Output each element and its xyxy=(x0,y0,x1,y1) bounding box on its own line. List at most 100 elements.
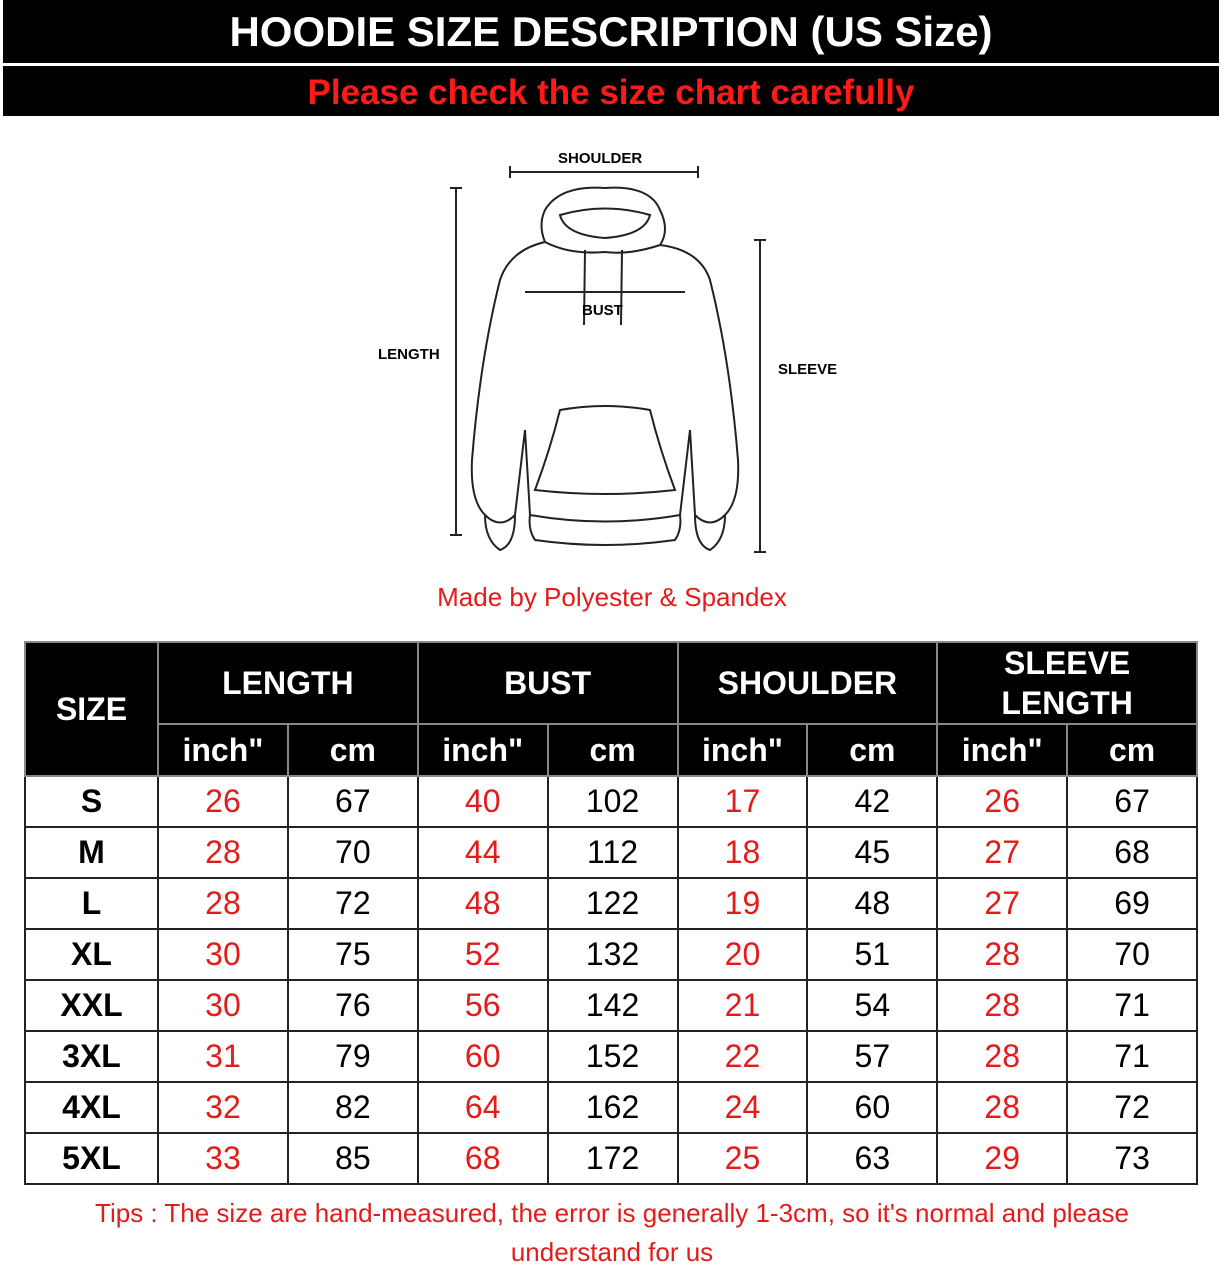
inch-cell: 26 xyxy=(936,775,1069,828)
inch-cell: 22 xyxy=(676,1030,809,1083)
cm-cell: 54 xyxy=(806,979,939,1032)
cm-cell: 67 xyxy=(286,775,419,828)
cm-cell: 102 xyxy=(546,775,679,828)
inch-cell: 28 xyxy=(936,979,1069,1032)
inch-cell: 31 xyxy=(157,1030,289,1083)
inch-cell: 19 xyxy=(676,877,809,930)
table-row: XXL 30 76 56 142 21 54 28 71 xyxy=(24,979,1198,1032)
inch-cell: 20 xyxy=(676,928,809,981)
inch-cell: 27 xyxy=(936,877,1069,930)
cm-cell: 63 xyxy=(806,1132,939,1185)
table-row: S 26 67 40 102 17 42 26 67 xyxy=(24,775,1198,828)
size-header: SIZE xyxy=(24,641,159,777)
unit-header-cm: cm xyxy=(806,723,939,777)
inch-cell: 18 xyxy=(676,826,809,879)
unit-header-cm: cm xyxy=(1066,723,1198,777)
cm-cell: 112 xyxy=(546,826,679,879)
cm-cell: 60 xyxy=(806,1081,939,1134)
hoodie-diagram: SHOULDER BUST LENGTH SLEEVE xyxy=(360,130,880,570)
inch-cell: 68 xyxy=(416,1132,549,1185)
cm-cell: 132 xyxy=(546,928,679,981)
unit-header-cm: cm xyxy=(286,723,419,777)
cm-cell: 75 xyxy=(286,928,419,981)
size-cell: L xyxy=(24,877,159,930)
cm-cell: 71 xyxy=(1066,1030,1198,1083)
inch-cell: 28 xyxy=(936,928,1069,981)
shoulder-label: SHOULDER xyxy=(558,150,643,167)
cm-cell: 69 xyxy=(1066,877,1198,930)
inch-cell: 52 xyxy=(416,928,549,981)
inch-cell: 24 xyxy=(676,1081,809,1134)
cm-cell: 70 xyxy=(1066,928,1198,981)
inch-cell: 28 xyxy=(157,826,289,879)
cm-cell: 82 xyxy=(286,1081,419,1134)
inch-cell: 48 xyxy=(416,877,549,930)
unit-header-inch: inch" xyxy=(676,723,809,777)
unit-header-inch: inch" xyxy=(416,723,549,777)
cm-cell: 72 xyxy=(1066,1081,1198,1134)
cm-cell: 48 xyxy=(806,877,939,930)
group-header: LENGTH xyxy=(157,641,419,725)
inch-cell: 56 xyxy=(416,979,549,1032)
bust-label: BUST xyxy=(582,302,623,319)
cm-cell: 162 xyxy=(546,1081,679,1134)
cm-cell: 152 xyxy=(546,1030,679,1083)
group-header: BUST xyxy=(416,641,679,725)
inch-cell: 32 xyxy=(157,1081,289,1134)
inch-cell: 28 xyxy=(936,1081,1069,1134)
inch-cell: 21 xyxy=(676,979,809,1032)
inch-cell: 60 xyxy=(416,1030,549,1083)
table-row: 5XL 33 85 68 172 25 63 29 73 xyxy=(24,1132,1198,1185)
cm-cell: 70 xyxy=(286,826,419,879)
table-row: L 28 72 48 122 19 48 27 69 xyxy=(24,877,1198,930)
size-cell: 4XL xyxy=(24,1081,159,1134)
cm-cell: 42 xyxy=(806,775,939,828)
length-label: LENGTH xyxy=(378,346,440,363)
page-title: HOODIE SIZE DESCRIPTION (US Size) xyxy=(3,0,1219,63)
unit-header-inch: inch" xyxy=(936,723,1069,777)
size-cell: 3XL xyxy=(24,1030,159,1083)
inch-cell: 17 xyxy=(676,775,809,828)
unit-header-cm: cm xyxy=(546,723,679,777)
inch-cell: 64 xyxy=(416,1081,549,1134)
inch-cell: 28 xyxy=(936,1030,1069,1083)
inch-cell: 44 xyxy=(416,826,549,879)
group-header: SLEEVE LENGTH xyxy=(936,641,1198,725)
size-table: SIZE LENGTH BUST SHOULDER SLEEVE LENGTH … xyxy=(24,641,1198,1185)
table-row: M 28 70 44 112 18 45 27 68 xyxy=(24,826,1198,879)
material-note: Made by Polyester & Spandex xyxy=(437,582,787,612)
inch-cell: 33 xyxy=(157,1132,289,1185)
inch-cell: 26 xyxy=(157,775,289,828)
cm-cell: 71 xyxy=(1066,979,1198,1032)
inch-cell: 30 xyxy=(157,928,289,981)
size-cell: M xyxy=(24,826,159,879)
cm-cell: 172 xyxy=(546,1132,679,1185)
size-cell: XL xyxy=(24,928,159,981)
inch-cell: 29 xyxy=(936,1132,1069,1185)
group-header: SHOULDER xyxy=(676,641,939,725)
hoodie-outline-icon xyxy=(450,166,766,553)
tips-note: Tips : The size are hand-measured, the e… xyxy=(95,1198,1129,1267)
cm-cell: 76 xyxy=(286,979,419,1032)
cm-cell: 79 xyxy=(286,1030,419,1083)
inch-cell: 25 xyxy=(676,1132,809,1185)
size-cell: S xyxy=(24,775,159,828)
cm-cell: 45 xyxy=(806,826,939,879)
table-row: 3XL 31 79 60 152 22 57 28 71 xyxy=(24,1030,1198,1083)
cm-cell: 51 xyxy=(806,928,939,981)
cm-cell: 85 xyxy=(286,1132,419,1185)
cm-cell: 67 xyxy=(1066,775,1198,828)
cm-cell: 122 xyxy=(546,877,679,930)
cm-cell: 68 xyxy=(1066,826,1198,879)
page-subtitle: Please check the size chart carefully xyxy=(3,66,1219,116)
size-cell: XXL xyxy=(24,979,159,1032)
inch-cell: 27 xyxy=(936,826,1069,879)
inch-cell: 40 xyxy=(416,775,549,828)
cm-cell: 73 xyxy=(1066,1132,1198,1185)
table-row: XL 30 75 52 132 20 51 28 70 xyxy=(24,928,1198,981)
table-row: 4XL 32 82 64 162 24 60 28 72 xyxy=(24,1081,1198,1134)
cm-cell: 72 xyxy=(286,877,419,930)
size-cell: 5XL xyxy=(24,1132,159,1185)
inch-cell: 30 xyxy=(157,979,289,1032)
unit-header-inch: inch" xyxy=(157,723,289,777)
